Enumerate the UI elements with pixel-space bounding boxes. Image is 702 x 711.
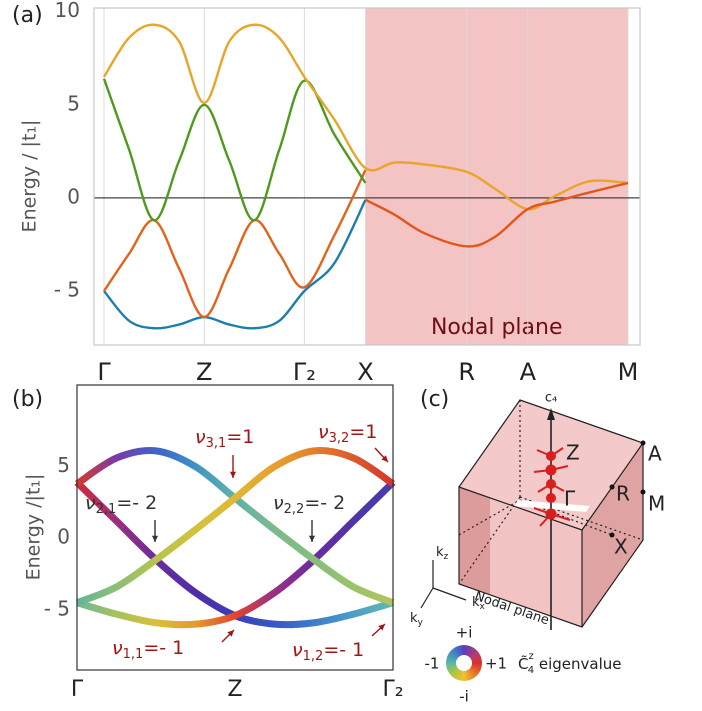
panel-label: (a) [12,3,43,28]
point-label: Γ [564,487,576,511]
annotation-symbol: ν [292,639,303,661]
annotation: ν3,2=1 [318,421,377,446]
y-tick-label: 5 [57,453,70,477]
axis-label: c₄ [545,391,557,406]
point-label: M [648,492,665,516]
annotation-text: =- 2 [304,492,345,514]
c4-arrowhead [547,408,555,420]
annotation-arrowhead [381,455,388,462]
shaded-label: Nodal plane [431,315,563,340]
series-line [75,447,395,606]
k-sub: x [480,602,486,612]
annotation-arrowhead [378,624,385,631]
k-sub: y [418,618,424,628]
series-line [76,479,396,629]
y-tick-label: 10 [55,0,80,22]
k-sub: z [444,552,449,562]
annotation-sub: 3,2 [329,431,350,446]
k-points [609,440,646,538]
legend-base: C̃ [518,654,528,673]
legend-label: +i [456,624,473,642]
x-tick-label: X [357,358,373,386]
x-tick-label: Γ₂ [382,677,403,702]
x-tick-label: R [458,358,475,386]
plot-frame [93,7,641,346]
k-base: k [472,595,480,610]
annotation: ν2,2=- 2 [273,492,345,517]
x-tick-label: Γ₂ [293,358,316,386]
axis-label: kx [472,595,486,612]
ring-hole [456,655,472,671]
legend-caption: C̃z 4 eigenvalue [518,651,622,676]
annotation-text: =1 [226,426,254,448]
x-tick-label: M [618,358,639,386]
annotation-sub: 1,2 [303,649,324,664]
annotation: ν1,2=- 1 [292,639,364,664]
series-line [102,78,367,222]
annotation: ν2,1=- 2 [85,492,157,517]
annotation-symbol: ν [195,426,206,448]
annotation-text: =- 2 [116,492,157,514]
annotation-sub: 2,1 [96,502,117,517]
y-tick-label: - 5 [54,278,80,302]
annotation-text: =- 1 [143,637,184,659]
annotation-symbol: ν [318,421,329,443]
eigenvalue-ring [446,645,482,681]
y-tick-label: 0 [67,184,80,208]
annotation: ν1,1=- 1 [112,637,184,662]
point-label: R [616,482,630,506]
cube [420,399,646,630]
k-base: k [410,611,418,626]
series-line [103,169,367,319]
spin-textures [533,447,571,527]
point-label: A [648,442,662,466]
axis-label: kz [436,545,449,562]
annotation-sub: 3,1 [206,436,227,451]
shaded-region [365,8,628,345]
annotation: ν3,1=1 [195,426,254,451]
series-line [103,199,367,330]
annotation-sub: 1,1 [123,647,144,662]
legend-text: eigenvalue [534,655,621,673]
k-base: k [436,545,444,560]
legend-sub: 4 [528,665,534,676]
annotation-arrowhead [151,535,159,542]
legend-label: -1 [425,655,440,673]
point-label: X [614,535,628,559]
panel-label: (c) [420,387,449,412]
gamma-plane [514,500,590,512]
y-tick-label: 5 [67,91,80,115]
y-axis-label: Energy /|t₁| [23,474,45,581]
x-tick-label: Γ [97,358,111,386]
series-line [364,181,629,248]
annotation-arrowhead [227,630,234,637]
annotation-symbol: ν [85,492,96,514]
annotation-sub: 2,2 [284,502,305,517]
legend-sup: z [528,651,533,662]
annotation-symbol: ν [112,637,123,659]
legend-label: +1 [485,655,507,673]
panel-label: (b) [12,387,43,412]
annotation-text: =- 1 [323,639,364,661]
x-tick-label: Z [227,677,242,702]
y-tick-label: - 5 [44,596,70,620]
cube-front-shade [459,487,490,595]
y-tick-label: 0 [57,525,70,549]
x-tick-label: A [520,358,537,386]
axis-label: ky [410,611,424,628]
k-axes [420,560,467,609]
annotation-text: =1 [349,421,377,443]
legend-label: -i [459,688,469,706]
annotation-arrowhead [308,535,316,542]
point-label: Z [566,441,580,465]
annotation-arrowhead [229,471,237,478]
y-axis-label: Energy / |t₁| [19,120,41,233]
plot-frame [76,384,394,671]
x-tick-label: Z [196,358,212,386]
annotation-symbol: ν [273,492,284,514]
x-tick-label: Γ [71,677,84,702]
